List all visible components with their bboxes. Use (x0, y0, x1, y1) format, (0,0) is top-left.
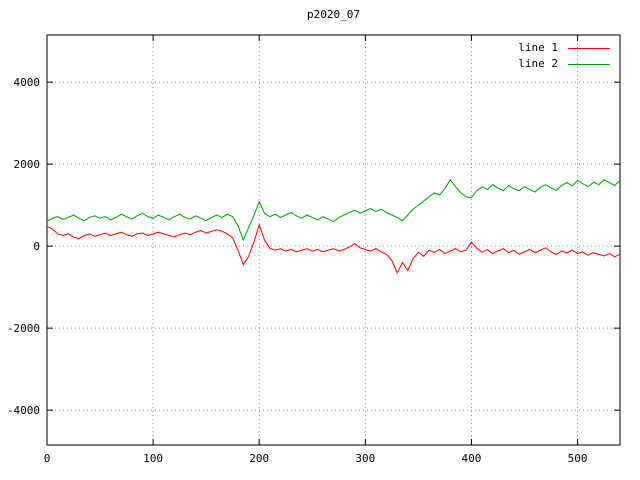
x-tick-label: 300 (355, 452, 375, 465)
x-tick-label: 100 (143, 452, 163, 465)
y-tick-label: 0 (33, 240, 40, 253)
series-line-2 (46, 178, 621, 242)
x-tick-label: 200 (249, 452, 269, 465)
y-tick-label: -2000 (7, 322, 40, 335)
chart-title: p2020_07 (307, 8, 360, 21)
legend-item-line1: line 1 (518, 40, 610, 56)
legend-label-line2: line 2 (518, 57, 558, 70)
legend: line 1 line 2 (518, 40, 610, 72)
x-tick-label: 500 (568, 452, 588, 465)
legend-sample-line2 (568, 63, 610, 65)
legend-label-line1: line 1 (518, 41, 558, 54)
plot-border (46, 34, 621, 446)
y-tick-label: 4000 (14, 76, 41, 89)
y-tick-label: -4000 (7, 404, 40, 417)
y-tick-label: 2000 (14, 158, 41, 171)
x-tick-label: 0 (44, 452, 51, 465)
legend-item-line2: line 2 (518, 56, 610, 72)
x-tick-label: 400 (462, 452, 482, 465)
series-line-1 (46, 223, 621, 274)
legend-sample-line1 (568, 47, 610, 49)
